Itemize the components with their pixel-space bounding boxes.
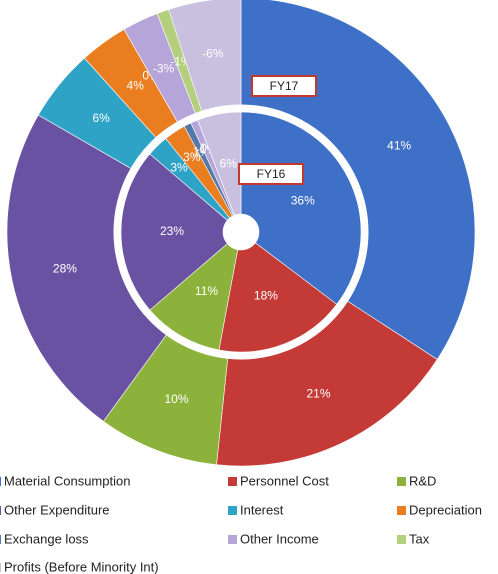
slice-label: 3% (183, 150, 201, 164)
legend-swatch (0, 535, 1, 544)
legend-label: Interest (240, 502, 284, 517)
slice-label: 10% (164, 392, 188, 406)
series-label-box (238, 163, 304, 185)
slice-label: -3% (153, 62, 175, 76)
legend-label: R&D (409, 473, 436, 488)
slice-label: 3% (170, 160, 188, 174)
slice-label: 28% (53, 262, 77, 276)
legend-label: Personnel Cost (240, 473, 329, 488)
series-label: FY16 (257, 167, 286, 181)
legend-label: Tax (409, 531, 430, 546)
slice-label: 18% (254, 289, 278, 303)
legend-swatch (0, 506, 1, 515)
slice-label: 21% (306, 387, 330, 401)
slice-label: 6% (92, 111, 110, 125)
series-label-box (251, 75, 317, 97)
legend-label: Material Consumption (4, 473, 130, 488)
legend-label: Depreciation (409, 502, 482, 517)
legend-swatch (397, 506, 406, 515)
slice-label: -6% (202, 46, 224, 60)
legend-swatch (228, 477, 237, 486)
ring-separator (113, 104, 369, 360)
slice-label: 41% (387, 138, 411, 152)
legend-swatch (0, 563, 1, 572)
legend-label: Other Income (240, 531, 319, 546)
legend-label: Exchange loss (4, 531, 89, 546)
legend-swatch (397, 535, 406, 544)
legend-swatch (0, 477, 1, 486)
center-hole (223, 214, 259, 250)
slice-label: 36% (291, 193, 315, 207)
slice-label: 4% (127, 79, 145, 93)
legend-label: Other Expenditure (4, 502, 110, 517)
slice-label: 6% (220, 156, 238, 170)
legend-swatch (228, 535, 237, 544)
legend-swatch (228, 506, 237, 515)
legend-label: Profits (Before Minority Int) (4, 559, 159, 574)
slice-label: 11% (195, 284, 218, 298)
slice-label: 23% (160, 224, 184, 238)
series-label: FY17 (270, 79, 299, 93)
legend-swatch (397, 477, 406, 486)
